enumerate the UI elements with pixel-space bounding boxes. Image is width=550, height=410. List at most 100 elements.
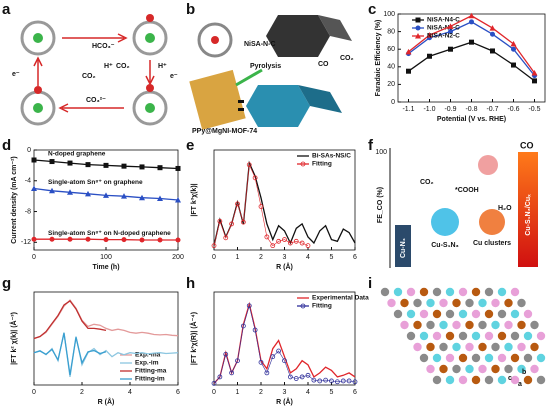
marker: [532, 78, 537, 84]
marker: [246, 303, 252, 309]
marker: [31, 157, 37, 163]
atom: [465, 342, 474, 352]
marker: [427, 53, 432, 59]
atom: [458, 331, 468, 341]
atom: [445, 375, 455, 385]
marker: [340, 378, 346, 384]
atom: [504, 298, 513, 308]
atom: [419, 287, 429, 297]
x-tick-label: 0: [32, 254, 36, 261]
marker: [287, 374, 293, 380]
x-axis-label: R (Å): [276, 262, 293, 271]
axis-label: FE_CO (%): [377, 187, 384, 223]
atom: [478, 364, 487, 374]
x-axis-label: R (Å): [98, 397, 115, 406]
diagram-label: CO₂: [420, 179, 434, 186]
legend-label: Exp.-ma: [135, 352, 161, 359]
diagram-label: *COOH: [455, 187, 479, 194]
y-tick-label: 60: [387, 46, 395, 53]
diagram-label: HCO₃⁻: [92, 43, 115, 50]
atom: [510, 375, 520, 385]
legend-marker: [415, 33, 421, 39]
marker: [270, 243, 276, 249]
atom: [478, 320, 487, 330]
atom: [510, 331, 520, 341]
marker: [510, 40, 517, 47]
marker: [447, 23, 454, 29]
x-axis-label: Time (h): [92, 264, 119, 271]
marker: [305, 243, 311, 249]
atom: [393, 287, 403, 297]
atom: [484, 331, 494, 341]
marker: [270, 354, 276, 360]
diagram-label: PPy@MgNI-MOF-74: [192, 128, 257, 135]
atom: [419, 331, 429, 341]
diagram-label: Cu-S₁N₃: [431, 242, 459, 249]
marker: [252, 327, 258, 333]
atom: [484, 375, 494, 385]
marker: [240, 323, 246, 329]
series-label: Single-atom Sn⁸⁺ on N-doped graphene: [48, 230, 171, 237]
diagram-label: CO₃²⁻: [86, 97, 106, 104]
diagram-label: CO₂: [82, 73, 96, 80]
x-tick-label: 100: [100, 254, 112, 261]
marker: [511, 46, 516, 52]
x-tick-label: 2: [259, 254, 263, 261]
marker: [103, 237, 109, 243]
atom: [484, 309, 494, 319]
marker: [31, 185, 37, 191]
marker: [103, 162, 109, 168]
marker: [211, 380, 217, 386]
marker: [49, 159, 55, 165]
x-tick-label: -0.6: [507, 106, 519, 113]
y-tick-label: 0: [391, 99, 395, 106]
atom: [439, 342, 448, 352]
marker: [217, 374, 223, 380]
marker: [157, 237, 163, 243]
atom: [523, 353, 533, 363]
legend-label: Fitting-ma: [135, 368, 167, 375]
marker: [311, 377, 317, 383]
atom: [445, 331, 455, 341]
panel-b-art: [189, 15, 352, 130]
marker: [67, 160, 73, 166]
marker: [264, 370, 270, 376]
x-tick-label: 5: [330, 389, 334, 396]
x-tick-label: 3: [283, 254, 287, 261]
atom: [439, 364, 448, 374]
y-tick-label: 80: [387, 28, 395, 35]
diagram-label: CO₂: [340, 55, 354, 62]
atom: [439, 320, 448, 330]
atom: [536, 353, 546, 363]
panel-label: h: [186, 275, 195, 292]
atom: [465, 320, 474, 330]
panel-label: d: [2, 137, 11, 154]
atom: [510, 287, 520, 297]
marker: [121, 237, 127, 243]
diagram-label: Pyrolysis: [250, 63, 281, 70]
marker: [49, 236, 55, 242]
marker: [49, 187, 55, 194]
diagram-label: e⁻: [170, 73, 178, 80]
marker: [67, 189, 73, 195]
atom: [497, 309, 507, 319]
y-axis-label: |FT k³χ(R)| (Å⁻⁴): [189, 312, 198, 365]
atom: [471, 331, 481, 341]
legend-label: Fitting: [312, 161, 332, 168]
marker: [468, 12, 475, 19]
marker: [67, 236, 73, 242]
y-axis-label: |FT k³χ(k)|: [191, 183, 198, 216]
marker: [469, 39, 474, 45]
marker: [406, 68, 411, 74]
marker: [323, 377, 329, 383]
marker: [469, 19, 474, 25]
panel-a-art: [20, 14, 168, 126]
legend-marker: [300, 161, 306, 167]
legend-label: Experimental Data: [312, 295, 369, 302]
series-line: [33, 333, 107, 376]
atom: [510, 353, 520, 363]
atom: [400, 298, 409, 308]
diagram-label: H⁺: [104, 63, 113, 70]
marker: [217, 218, 223, 224]
